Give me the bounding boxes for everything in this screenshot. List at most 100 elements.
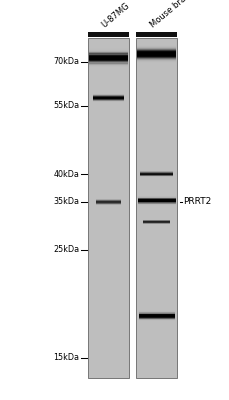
Bar xyxy=(89,60,128,61)
Bar xyxy=(138,196,176,197)
Bar xyxy=(138,204,176,205)
Bar xyxy=(139,313,175,314)
Bar xyxy=(139,311,175,312)
Bar xyxy=(137,45,176,46)
Bar xyxy=(136,32,177,37)
Bar xyxy=(89,66,128,67)
Bar xyxy=(138,197,176,198)
Bar xyxy=(137,55,176,56)
Bar xyxy=(89,63,128,64)
Bar xyxy=(137,49,176,50)
Bar xyxy=(139,317,175,318)
Bar xyxy=(139,312,175,313)
Bar xyxy=(137,61,176,62)
Bar xyxy=(139,310,175,311)
Bar xyxy=(137,57,176,58)
Bar xyxy=(137,56,176,57)
Bar xyxy=(138,199,176,200)
Bar xyxy=(88,32,129,37)
Bar xyxy=(139,321,175,322)
Bar xyxy=(137,57,176,58)
Bar xyxy=(139,315,175,316)
Bar xyxy=(89,65,128,66)
Text: 40kDa: 40kDa xyxy=(53,170,79,178)
Bar xyxy=(137,55,176,56)
Bar xyxy=(89,62,128,63)
Bar xyxy=(89,61,128,62)
Bar xyxy=(138,199,176,200)
Bar xyxy=(137,61,176,62)
Text: 25kDa: 25kDa xyxy=(53,246,79,254)
Bar xyxy=(139,320,175,321)
Bar xyxy=(89,58,128,59)
Bar xyxy=(139,317,175,318)
Bar xyxy=(138,205,176,206)
Bar xyxy=(137,50,176,51)
Bar xyxy=(137,45,176,46)
Bar xyxy=(139,319,175,320)
Bar xyxy=(88,38,129,378)
Bar xyxy=(137,51,176,52)
Bar xyxy=(138,197,176,198)
Bar xyxy=(89,47,128,48)
Bar xyxy=(89,47,128,48)
Bar xyxy=(137,54,176,55)
Bar xyxy=(137,44,176,45)
Text: 35kDa: 35kDa xyxy=(53,198,79,206)
Bar xyxy=(137,52,176,53)
Bar xyxy=(89,60,128,61)
Bar xyxy=(137,59,176,60)
Text: 55kDa: 55kDa xyxy=(53,102,79,110)
Bar xyxy=(138,195,176,196)
Text: Mouse brain: Mouse brain xyxy=(149,0,194,30)
Text: 15kDa: 15kDa xyxy=(53,354,79,362)
Bar xyxy=(89,48,128,49)
Bar xyxy=(89,63,128,64)
Bar xyxy=(89,68,128,69)
Bar xyxy=(139,318,175,319)
Bar xyxy=(137,47,176,48)
Bar xyxy=(137,49,176,50)
Bar xyxy=(138,196,176,197)
Bar xyxy=(137,53,176,54)
Bar xyxy=(89,50,128,51)
Bar xyxy=(89,49,128,50)
Bar xyxy=(89,64,128,65)
Bar xyxy=(137,62,176,63)
Bar xyxy=(89,53,128,54)
Bar xyxy=(89,57,128,58)
Bar xyxy=(136,38,177,378)
Bar xyxy=(89,55,128,56)
Bar xyxy=(89,66,128,67)
Bar xyxy=(139,314,175,315)
Bar xyxy=(89,67,128,68)
Bar xyxy=(138,201,176,202)
Bar xyxy=(138,202,176,203)
Bar xyxy=(139,313,175,314)
Bar xyxy=(138,202,176,203)
Bar xyxy=(139,310,175,311)
Bar xyxy=(139,311,175,312)
Bar xyxy=(138,204,176,205)
Bar xyxy=(137,53,176,54)
Bar xyxy=(89,54,128,55)
Bar xyxy=(139,312,175,313)
Bar xyxy=(138,195,176,196)
Bar xyxy=(89,51,128,52)
Bar xyxy=(137,58,176,59)
Bar xyxy=(89,52,128,53)
Bar xyxy=(139,320,175,321)
Bar xyxy=(139,318,175,319)
Bar xyxy=(89,57,128,58)
Bar xyxy=(138,203,176,204)
Bar xyxy=(137,60,176,61)
Bar xyxy=(137,48,176,49)
Bar xyxy=(139,315,175,316)
Bar xyxy=(89,56,128,57)
Text: U-87MG: U-87MG xyxy=(100,2,131,30)
Bar xyxy=(89,48,128,49)
Text: 70kDa: 70kDa xyxy=(53,58,79,66)
Bar xyxy=(139,316,175,317)
Text: PRRT2: PRRT2 xyxy=(183,198,211,206)
Bar xyxy=(137,63,176,64)
